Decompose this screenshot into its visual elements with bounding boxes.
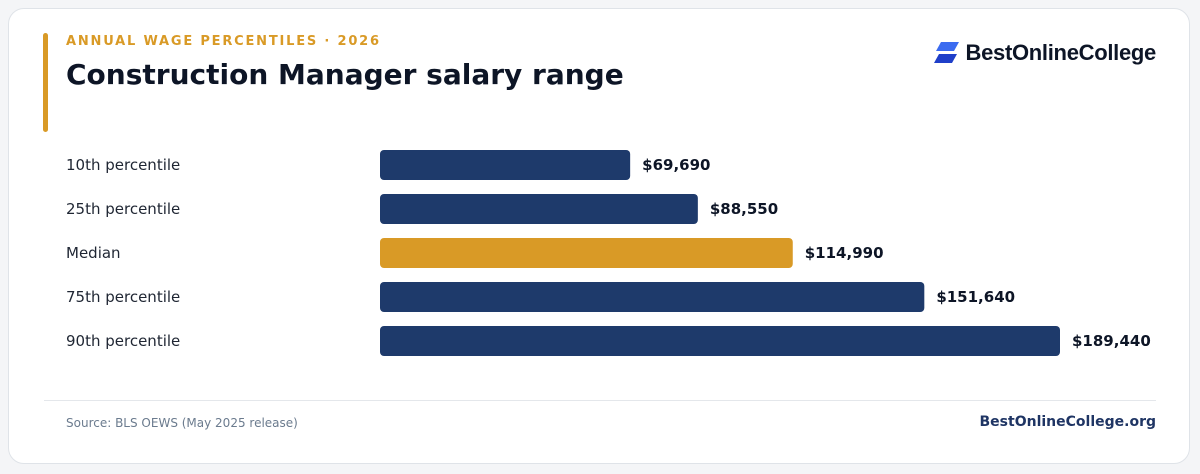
stacked-chevrons-logo-icon bbox=[933, 42, 959, 63]
category-label: 10th percentile bbox=[66, 156, 180, 174]
median-bar bbox=[380, 238, 793, 268]
percentile-bar bbox=[380, 150, 631, 180]
footer-site-link[interactable]: BestOnlineCollege.org bbox=[979, 414, 1156, 430]
category-label: 75th percentile bbox=[66, 288, 180, 306]
chart-title: Construction Manager salary range bbox=[66, 58, 624, 91]
category-label: 25th percentile bbox=[66, 200, 180, 218]
source-note: Source: BLS OEWS (May 2025 release) bbox=[66, 416, 298, 430]
value-label: $114,990 bbox=[805, 244, 884, 262]
chart-card bbox=[8, 8, 1190, 464]
percentile-bar bbox=[380, 282, 925, 312]
value-label: $88,550 bbox=[710, 200, 778, 218]
brand-name: BestOnlineCollege bbox=[965, 40, 1157, 65]
category-label: 90th percentile bbox=[66, 332, 180, 350]
value-label: $151,640 bbox=[936, 288, 1015, 306]
chart-eyebrow: ANNUAL WAGE PERCENTILES · 2026 bbox=[66, 34, 381, 49]
value-label: $189,440 bbox=[1072, 332, 1151, 350]
percentile-bar bbox=[380, 326, 1060, 356]
category-label: Median bbox=[66, 244, 121, 262]
value-label: $69,690 bbox=[642, 156, 710, 174]
percentile-bar bbox=[380, 194, 698, 224]
footer-divider bbox=[44, 400, 1156, 401]
brand-logo: BestOnlineCollege bbox=[933, 40, 1157, 66]
accent-bar bbox=[43, 33, 48, 132]
